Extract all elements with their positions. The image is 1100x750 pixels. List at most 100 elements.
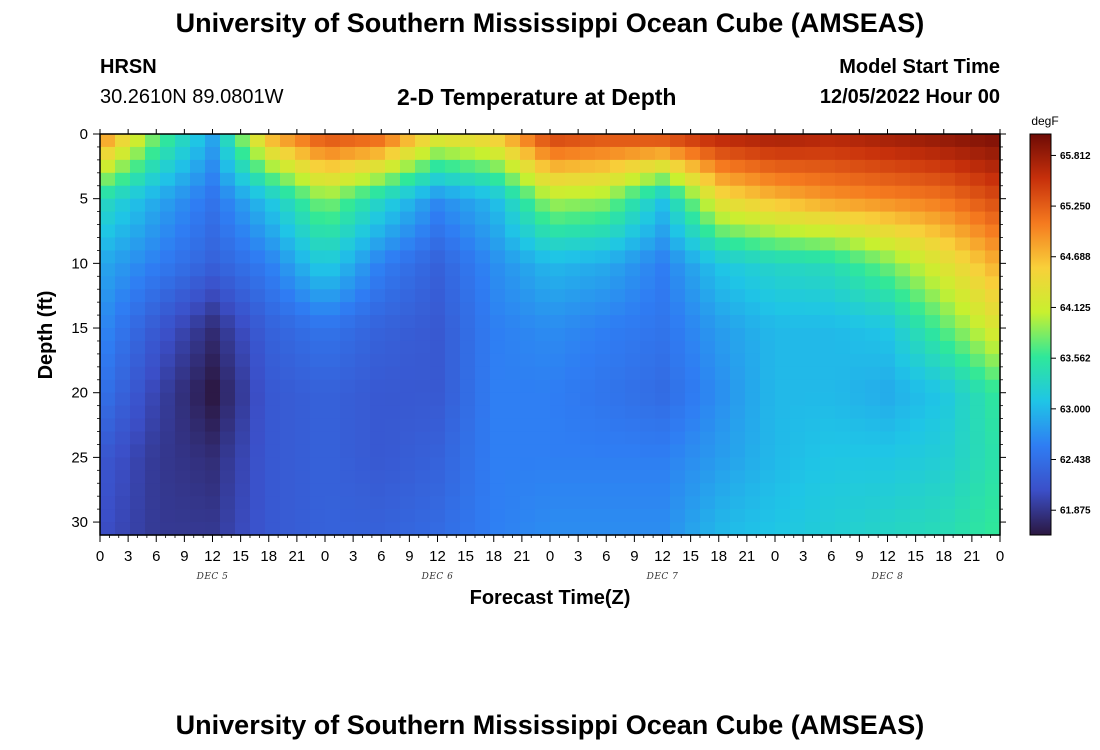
heat-cell — [655, 457, 671, 471]
heat-cell — [400, 263, 416, 277]
heat-cell — [565, 444, 581, 458]
heat-cell — [865, 366, 881, 381]
heat-cell — [325, 224, 341, 239]
heat-cell — [220, 185, 236, 200]
heat-cell — [805, 146, 821, 161]
model-start-value: 12/05/2022 Hour 00 — [819, 86, 1000, 108]
heat-cell — [160, 172, 176, 187]
heat-cell — [760, 366, 776, 381]
heat-cell — [925, 250, 941, 264]
heat-cell — [655, 185, 671, 200]
heat-cell — [775, 366, 791, 381]
heat-cell — [370, 366, 386, 381]
heat-cell — [580, 509, 596, 523]
heat-cell — [295, 134, 311, 148]
heat-cell — [550, 211, 566, 226]
heat-cell — [565, 340, 581, 355]
heat-cell — [370, 444, 386, 458]
heat-cell — [340, 134, 356, 148]
heat-cell — [475, 302, 491, 316]
heat-cell — [235, 522, 251, 536]
heat-cell — [370, 250, 386, 264]
heat-cell — [370, 159, 386, 174]
heat-cell — [310, 224, 326, 239]
heat-cell — [610, 457, 626, 471]
x-tick-label: 15 — [457, 548, 474, 565]
heat-cell — [250, 172, 266, 187]
heat-cell — [100, 289, 116, 303]
heat-cell — [820, 224, 836, 239]
heat-cell — [655, 522, 671, 536]
heat-cell — [175, 263, 191, 277]
heat-cell — [820, 457, 836, 471]
heat-cell — [130, 444, 146, 458]
heat-cell — [805, 405, 821, 420]
heat-cell — [430, 366, 446, 381]
heat-cell — [160, 211, 176, 226]
heat-cell — [370, 134, 386, 148]
heat-cell — [760, 340, 776, 355]
heat-cell — [310, 250, 326, 264]
heat-cell — [700, 470, 716, 484]
heat-cell — [610, 522, 626, 536]
heat-cell — [400, 483, 416, 497]
heat-cell — [925, 134, 941, 148]
heat-cell — [115, 185, 131, 200]
heat-cell — [160, 302, 176, 316]
heat-cell — [355, 250, 371, 264]
heat-cell — [685, 496, 701, 510]
heat-cell — [610, 340, 626, 355]
heat-cell — [985, 250, 1001, 264]
x-tick-label: 21 — [964, 548, 981, 565]
heat-cell — [700, 289, 716, 303]
heat-cell — [985, 146, 1001, 161]
heat-cell — [715, 353, 731, 368]
heat-cell — [775, 263, 791, 277]
heat-cell — [130, 237, 146, 252]
heat-cell — [370, 470, 386, 484]
heat-cell — [940, 250, 956, 264]
heat-cell — [985, 302, 1001, 316]
axis-labels: 0 3 6 9 12 15 18 21 0 3 6 9 12 15 18 21 0 3 6 9 12 15 18 21 0 3 6 9… — [71, 126, 1004, 582]
heat-cell — [955, 405, 971, 420]
heat-cell — [805, 353, 821, 368]
x-tick-label: 21 — [514, 548, 531, 565]
heat-cell — [790, 146, 806, 161]
heat-cell — [610, 418, 626, 433]
heat-cell — [205, 366, 221, 381]
heat-cell — [280, 198, 296, 213]
heat-cell — [850, 366, 866, 381]
heat-cell — [310, 315, 326, 329]
heat-cell — [550, 366, 566, 381]
heat-cell — [565, 418, 581, 433]
heat-cell — [115, 211, 131, 226]
heat-cell — [550, 276, 566, 290]
heat-cell — [985, 185, 1001, 200]
heat-cell — [610, 444, 626, 458]
heat-cell — [370, 483, 386, 497]
heat-cell — [160, 392, 176, 407]
heat-cell — [205, 146, 221, 161]
heat-cell — [925, 392, 941, 407]
heat-cell — [415, 444, 431, 458]
heat-cell — [115, 198, 131, 213]
heat-cell — [115, 457, 131, 471]
heat-cell — [835, 418, 851, 433]
heat-cell — [355, 444, 371, 458]
heat-cell — [205, 172, 221, 187]
heat-cell — [325, 198, 341, 213]
x-tick-label: 21 — [289, 548, 306, 565]
heat-cell — [655, 379, 671, 394]
heat-cell — [925, 457, 941, 471]
heat-cell — [610, 263, 626, 277]
heat-cell — [745, 353, 761, 368]
heat-cell — [655, 353, 671, 368]
axis-ticks — [93, 129, 1006, 542]
heat-cell — [175, 457, 191, 471]
heat-cell — [385, 470, 401, 484]
heat-cell — [520, 405, 536, 420]
heat-cell — [100, 302, 116, 316]
heat-cell — [955, 522, 971, 536]
heat-cell — [460, 379, 476, 394]
heat-cell — [595, 289, 611, 303]
